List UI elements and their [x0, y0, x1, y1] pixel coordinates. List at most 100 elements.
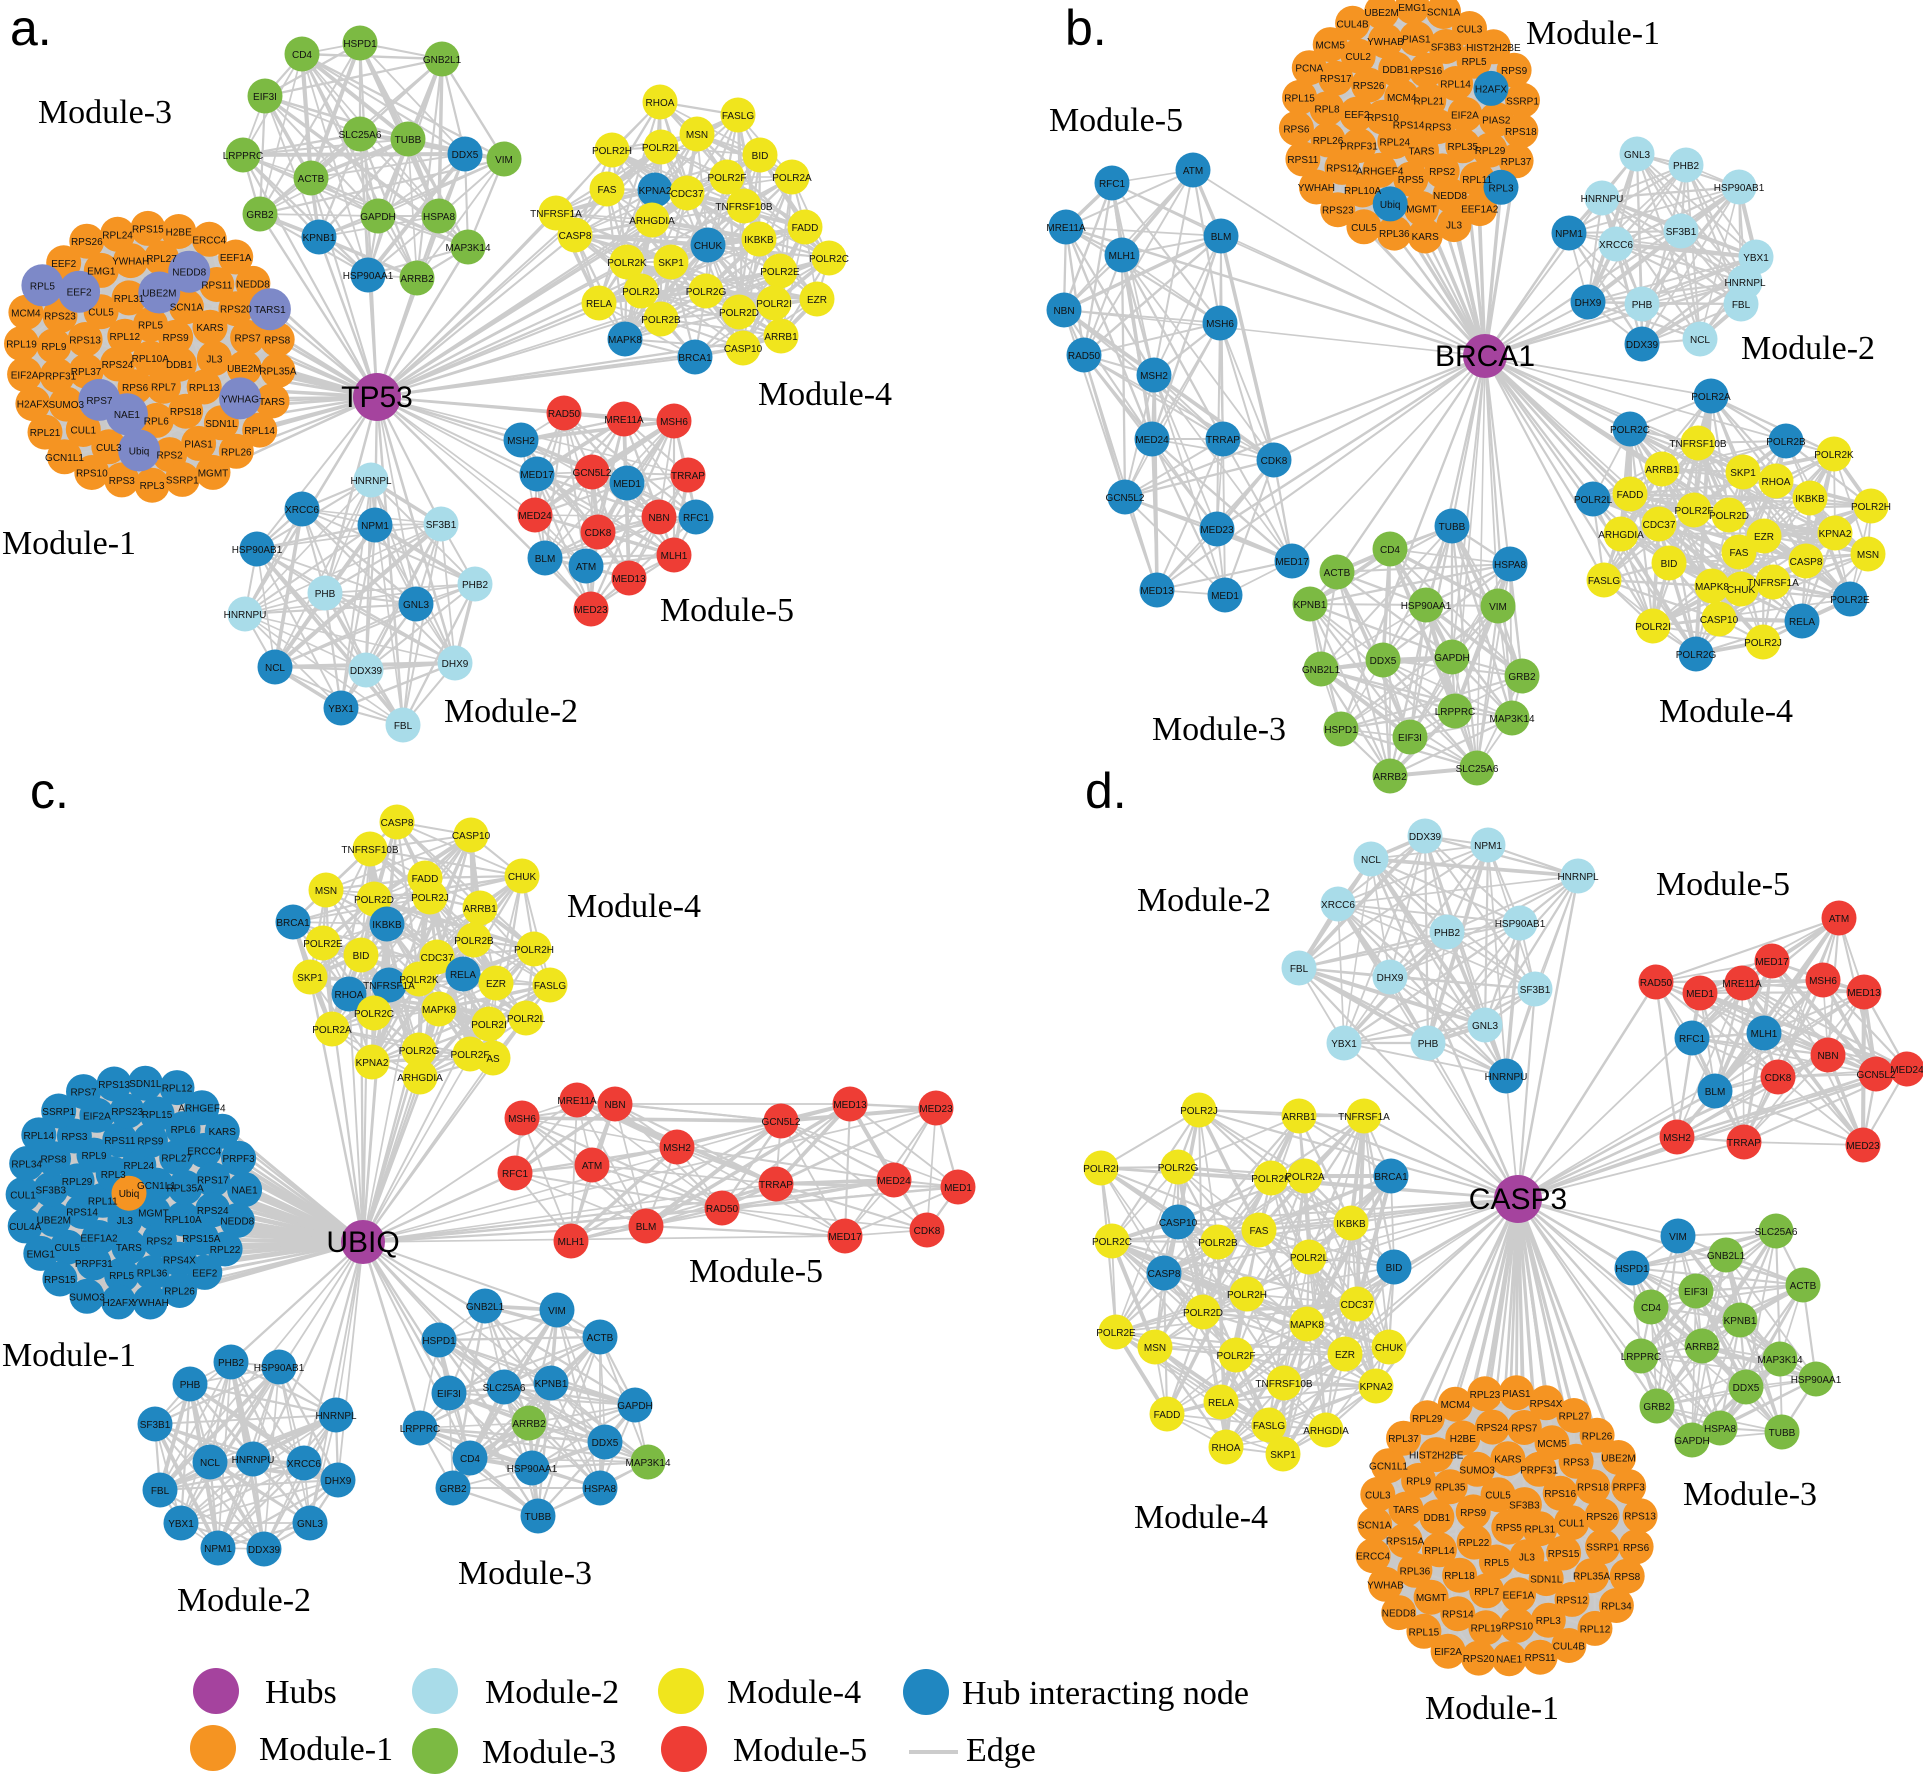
svg-text:MRE11A: MRE11A [604, 415, 644, 426]
svg-text:NAE1: NAE1 [114, 410, 141, 421]
svg-text:HSPD1: HSPD1 [343, 39, 377, 50]
svg-text:TARS: TARS [1409, 147, 1435, 158]
svg-text:RPS4X: RPS4X [163, 1255, 196, 1266]
svg-text:RPL6: RPL6 [171, 1125, 196, 1136]
svg-text:YWHAG: YWHAG [221, 394, 259, 405]
svg-text:POLR2H: POLR2H [592, 146, 632, 157]
svg-text:MSH6: MSH6 [660, 417, 688, 428]
svg-text:XRCC6: XRCC6 [285, 505, 319, 516]
svg-text:JL3: JL3 [117, 1216, 134, 1227]
svg-text:RHOA: RHOA [646, 98, 675, 109]
svg-text:RPL27: RPL27 [1559, 1412, 1590, 1423]
svg-text:ERCC4: ERCC4 [187, 1146, 221, 1157]
svg-text:POLR2H: POLR2H [1851, 502, 1891, 513]
svg-text:POLR2I: POLR2I [1083, 1164, 1119, 1175]
svg-text:RPL12: RPL12 [162, 1084, 193, 1095]
svg-text:RPL12: RPL12 [110, 332, 141, 343]
svg-text:Module-3: Module-3 [1683, 1476, 1817, 1513]
svg-text:CD4: CD4 [1380, 545, 1400, 556]
svg-text:EEF2: EEF2 [192, 1268, 217, 1279]
svg-text:a.: a. [10, 0, 52, 56]
svg-text:CD4: CD4 [292, 50, 312, 61]
svg-text:POLR2B: POLR2B [641, 315, 681, 326]
svg-text:Module-2: Module-2 [485, 1674, 619, 1711]
svg-text:HIST2H2BE: HIST2H2BE [1466, 43, 1521, 54]
svg-text:Module-3: Module-3 [482, 1734, 616, 1771]
svg-text:PRPF31: PRPF31 [75, 1259, 113, 1270]
svg-text:CUL1: CUL1 [1559, 1519, 1585, 1530]
svg-text:SF3B3: SF3B3 [1509, 1501, 1540, 1512]
svg-text:CUL1: CUL1 [10, 1190, 36, 1201]
svg-text:MCM4: MCM4 [1387, 93, 1417, 104]
svg-text:NPM1: NPM1 [204, 1544, 232, 1555]
svg-text:RPS24: RPS24 [1477, 1423, 1509, 1434]
svg-text:H2BE: H2BE [166, 228, 192, 239]
svg-text:PIAS1: PIAS1 [1402, 35, 1431, 46]
svg-text:RPL10A: RPL10A [132, 354, 170, 365]
svg-text:RPL6: RPL6 [144, 416, 169, 427]
svg-text:ARRB2: ARRB2 [400, 274, 434, 285]
svg-text:NAE1: NAE1 [1496, 1655, 1523, 1666]
svg-text:HSP90AB1: HSP90AB1 [254, 1363, 305, 1374]
svg-text:MAP3K14: MAP3K14 [445, 243, 490, 254]
svg-text:XRCC6: XRCC6 [1599, 240, 1633, 251]
svg-text:GCN1L1: GCN1L1 [1369, 1462, 1408, 1473]
svg-text:SF3B1: SF3B1 [426, 520, 457, 531]
svg-text:RPS26: RPS26 [71, 237, 103, 248]
svg-text:RPS9: RPS9 [1501, 66, 1528, 77]
svg-text:RHOA: RHOA [335, 990, 364, 1001]
svg-text:RPS14: RPS14 [1442, 1610, 1474, 1621]
svg-text:MCM4: MCM4 [11, 308, 41, 319]
svg-text:XRCC6: XRCC6 [1321, 900, 1355, 911]
svg-text:Module-1: Module-1 [1425, 1690, 1559, 1727]
svg-text:EZR: EZR [807, 295, 827, 306]
svg-text:ATM: ATM [582, 1161, 602, 1172]
svg-text:EEF1A2: EEF1A2 [1461, 205, 1499, 216]
svg-text:DDX39: DDX39 [350, 666, 383, 677]
svg-text:RPL19: RPL19 [1471, 1624, 1502, 1635]
svg-text:Module-4: Module-4 [758, 376, 892, 413]
svg-text:EEF2: EEF2 [1344, 110, 1369, 121]
svg-text:DHX9: DHX9 [1377, 973, 1404, 984]
svg-text:TUBB: TUBB [1439, 522, 1466, 533]
svg-text:Module-2: Module-2 [1137, 882, 1271, 919]
svg-text:ARHGEF4: ARHGEF4 [178, 1104, 226, 1115]
svg-text:Module-4: Module-4 [727, 1674, 861, 1711]
svg-text:HSPA8: HSPA8 [1494, 560, 1526, 571]
svg-text:Module-1: Module-1 [1526, 15, 1660, 52]
svg-text:FBL: FBL [394, 721, 413, 732]
svg-text:CUL5: CUL5 [55, 1243, 81, 1254]
svg-text:SUMO3: SUMO3 [49, 400, 85, 411]
svg-text:HSPD1: HSPD1 [422, 1336, 456, 1347]
svg-text:HNRNPL: HNRNPL [1724, 278, 1766, 289]
svg-text:PRPF31: PRPF31 [38, 372, 76, 383]
svg-text:MED24: MED24 [518, 511, 552, 522]
svg-text:JL3: JL3 [1519, 1553, 1536, 1564]
svg-text:DDB1: DDB1 [1424, 1513, 1451, 1524]
svg-text:GNB2L1: GNB2L1 [1707, 1251, 1746, 1262]
svg-text:MAPK8: MAPK8 [1290, 1320, 1324, 1331]
svg-text:RPS15: RPS15 [1548, 1549, 1580, 1560]
svg-text:PRPF31: PRPF31 [1520, 1465, 1558, 1476]
svg-text:ARRB1: ARRB1 [1282, 1112, 1316, 1123]
svg-text:TRRAP: TRRAP [1727, 1138, 1761, 1149]
svg-text:EEF1A: EEF1A [220, 253, 252, 264]
svg-text:RPS17: RPS17 [1320, 74, 1352, 85]
svg-text:HSP90AB1: HSP90AB1 [232, 545, 283, 556]
svg-text:MSN: MSN [686, 130, 708, 141]
svg-text:CD4: CD4 [460, 1454, 480, 1465]
svg-text:Module-2: Module-2 [1741, 330, 1875, 367]
svg-text:RPL14: RPL14 [24, 1131, 55, 1142]
svg-text:PHB2: PHB2 [1434, 928, 1461, 939]
svg-text:NAE1: NAE1 [232, 1186, 259, 1197]
svg-text:CUL5: CUL5 [1485, 1491, 1511, 1502]
svg-text:Module-4: Module-4 [1134, 1499, 1268, 1536]
svg-text:MLH1: MLH1 [1751, 1029, 1778, 1040]
svg-text:MSH6: MSH6 [1809, 976, 1837, 987]
svg-text:FASLG: FASLG [534, 981, 566, 992]
svg-text:MSH6: MSH6 [508, 1114, 536, 1125]
svg-text:EMG1: EMG1 [27, 1249, 56, 1260]
svg-text:RPS7: RPS7 [70, 1088, 97, 1099]
svg-text:LRPPRC: LRPPRC [1621, 1352, 1662, 1363]
svg-text:NBN: NBN [1053, 306, 1074, 317]
